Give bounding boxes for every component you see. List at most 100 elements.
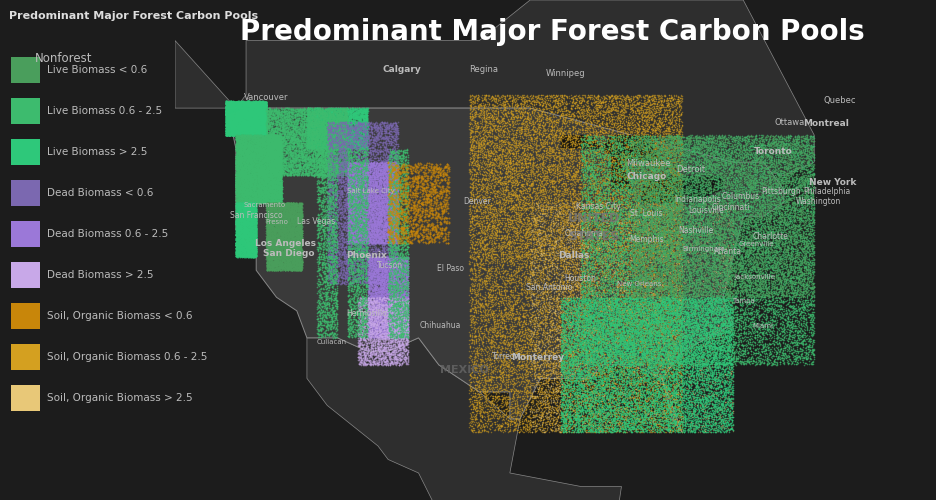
Point	[651, 390, 666, 398]
Point	[263, 190, 278, 198]
Point	[748, 244, 763, 252]
Point	[350, 136, 365, 144]
Point	[234, 149, 249, 157]
Point	[355, 138, 370, 146]
Point	[586, 173, 601, 181]
Point	[663, 228, 678, 235]
Point	[659, 428, 674, 436]
Point	[607, 92, 622, 100]
Point	[520, 224, 535, 232]
Point	[388, 194, 402, 202]
Point	[368, 224, 383, 232]
Point	[250, 156, 265, 164]
Point	[717, 323, 732, 331]
Point	[614, 160, 629, 168]
Point	[537, 232, 552, 240]
Point	[716, 294, 731, 302]
Point	[692, 318, 707, 326]
Point	[241, 101, 256, 109]
Point	[300, 170, 314, 178]
Point	[615, 148, 630, 156]
Point	[266, 215, 281, 223]
Point	[791, 210, 806, 218]
Point	[755, 284, 770, 292]
Point	[773, 142, 788, 150]
Point	[320, 251, 335, 259]
Point	[683, 346, 698, 354]
Point	[778, 274, 793, 282]
Point	[239, 100, 254, 108]
Point	[586, 360, 601, 368]
Point	[593, 392, 608, 400]
Point	[574, 136, 589, 143]
Point	[290, 139, 305, 147]
Point	[244, 218, 259, 226]
Point	[227, 100, 242, 108]
Point	[597, 148, 612, 156]
Point	[633, 240, 648, 248]
Point	[683, 306, 698, 314]
Point	[617, 236, 632, 244]
Point	[233, 244, 248, 252]
Point	[549, 145, 564, 153]
Point	[587, 264, 602, 272]
Point	[789, 180, 804, 188]
Point	[697, 356, 712, 364]
Point	[265, 113, 280, 121]
Point	[370, 306, 385, 314]
Point	[377, 206, 392, 214]
Point	[371, 230, 386, 238]
Point	[331, 127, 346, 135]
Point	[258, 124, 273, 132]
Point	[567, 343, 582, 351]
Point	[660, 331, 675, 339]
Point	[605, 278, 620, 286]
Point	[645, 244, 660, 252]
Point	[642, 275, 657, 283]
Point	[605, 394, 620, 402]
Point	[607, 153, 622, 161]
Point	[219, 112, 234, 120]
Point	[491, 284, 506, 292]
Point	[712, 283, 727, 291]
Point	[527, 278, 542, 286]
Point	[620, 377, 635, 385]
Point	[787, 228, 802, 236]
Point	[633, 307, 648, 315]
Point	[341, 214, 356, 222]
Point	[343, 226, 358, 234]
Point	[733, 141, 748, 149]
Point	[703, 231, 718, 239]
Point	[505, 218, 520, 226]
Point	[276, 168, 291, 176]
Point	[714, 138, 729, 146]
Point	[578, 286, 592, 294]
Point	[548, 96, 563, 104]
Point	[360, 186, 375, 194]
Point	[246, 251, 261, 259]
Point	[472, 180, 487, 188]
Point	[239, 175, 254, 183]
Point	[395, 312, 410, 320]
Point	[388, 208, 402, 216]
Point	[312, 106, 327, 114]
Point	[570, 328, 585, 336]
Point	[658, 406, 673, 413]
Point	[241, 190, 256, 198]
Point	[574, 134, 589, 142]
Point	[368, 238, 383, 246]
Point	[760, 193, 775, 201]
Point	[430, 232, 445, 240]
Point	[704, 208, 719, 216]
Point	[674, 171, 689, 179]
Point	[703, 263, 718, 271]
Point	[373, 301, 388, 309]
Point	[248, 162, 263, 170]
Point	[277, 206, 292, 214]
Point	[658, 416, 673, 424]
Point	[319, 132, 334, 140]
Point	[603, 252, 618, 260]
Point	[390, 321, 405, 329]
Point	[623, 392, 638, 400]
Point	[388, 233, 402, 241]
